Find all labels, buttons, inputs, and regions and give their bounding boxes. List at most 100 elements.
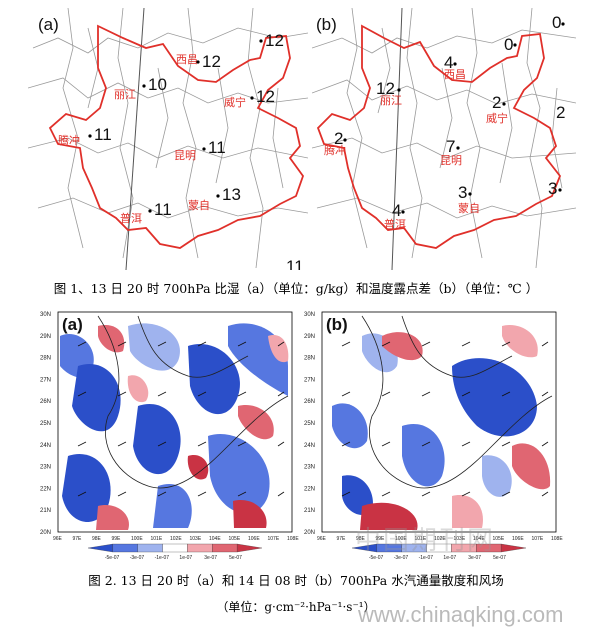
station-name: 普洱 <box>384 217 406 231</box>
station-values: 12 12 10 12 11 11 13 11 11 <box>94 31 304 270</box>
lon-tick-label: 98E <box>356 536 366 542</box>
station-name: 西昌 <box>176 53 198 66</box>
station-value: 13 <box>222 185 241 204</box>
fig1b-map: 西昌 丽江 威宁 腾冲 昆明 蒙自 普洱 0 0 4 12 2 2 2 7 3 … <box>312 8 576 270</box>
lat-tick-label: 23N <box>40 465 51 471</box>
lon-tick-label: 100E <box>131 536 143 542</box>
lat-tick-label: 30N <box>304 312 315 318</box>
lat-tick-label: 26N <box>304 399 315 405</box>
wind-barbs <box>77 341 285 497</box>
colorbar-tick-label: 1e-07 <box>443 555 456 561</box>
colorbar: -5e-07 -3e-07 -1e-07 1e-07 3e-07 5e-07 <box>351 543 527 561</box>
figure-2-caption: 图 2. 13 日 20 时（a）和 14 日 08 时（b）700hPa 水汽… <box>88 573 504 588</box>
lat-axis: 30N 29N 28N 27N 26N 25N 24N 23N 22N 21N 20N <box>40 312 51 536</box>
fig2-panel-b: (b) 30N 29N 28N 27N 26N 25N 24N 23N 22N 21N 20N 96… <box>302 306 564 566</box>
lat-tick-label: 28N <box>40 356 51 362</box>
lat-axis: 30N 29N 28N 27N 26N 25N 24N 23N 22N 21N 20N <box>304 312 315 536</box>
colorbar-tick-label: -3e-07 <box>394 555 409 561</box>
fig2b-plot: (b) 30N 29N 28N 27N 26N 25N 24N 23N 22N 21N 20N 96… <box>304 311 563 561</box>
lon-tick-label: 96E <box>53 536 63 542</box>
colorbar-tick-label: -5e-07 <box>369 555 384 561</box>
colorbar-swatch <box>212 543 238 553</box>
colorbar-swatch <box>500 543 527 553</box>
station-name: 腾冲 <box>58 133 80 147</box>
lon-tick-label: 106E <box>248 536 260 542</box>
fig1-panel-b: 西昌 丽江 威宁 腾冲 昆明 蒙自 普洱 0 0 4 12 2 2 2 7 3 … <box>312 8 576 270</box>
lat-tick-label: 22N <box>40 486 51 492</box>
station-value: 4 <box>392 201 401 220</box>
colorbar-swatch <box>187 543 213 553</box>
colorbar-tick-label: 3e-07 <box>468 555 481 561</box>
colorbar-swatch <box>112 543 138 553</box>
lon-tick-label: 99E <box>376 536 386 542</box>
station-name: 威宁 <box>486 111 508 125</box>
fig2-panel-a: (a) 30N 29N 28N 27N 26N 25N 24N 23N 22N 21N 20N 96… <box>38 306 300 566</box>
station-values: 0 0 4 12 2 2 2 7 3 3 4 <box>334 13 565 220</box>
lon-tick-label: 104E <box>473 536 485 542</box>
station-name: 蒙自 <box>458 202 480 215</box>
lon-tick-label: 107E <box>532 536 544 542</box>
wind-barbs <box>341 341 549 497</box>
station-value: 7 <box>446 137 455 156</box>
lat-tick-label: 22N <box>304 486 315 492</box>
station-name: 西昌 <box>444 68 466 81</box>
station-value: 3 <box>458 183 467 202</box>
station-value: 12 <box>265 31 284 50</box>
panel-label: (a) <box>38 15 59 34</box>
lat-tick-label: 25N <box>40 421 51 427</box>
station-name: 威宁 <box>224 95 246 109</box>
province-boundary <box>48 24 305 249</box>
fig1-panel-a: 西昌 丽江 威宁 腾冲 昆明 蒙自 普洱 12 12 10 12 11 11 1… <box>28 8 308 270</box>
boundary-lines <box>361 315 553 489</box>
lat-tick-label: 23N <box>304 465 315 471</box>
watermark-cn: 中国期刊网 <box>355 526 496 556</box>
lon-tick-label: 99E <box>112 536 122 542</box>
lat-tick-label: 29N <box>304 334 315 340</box>
station-name: 蒙自 <box>188 199 210 212</box>
station-value: 3 <box>548 179 557 198</box>
station-value: 4 <box>444 53 453 72</box>
station-name-labels: 西昌 丽江 威宁 腾冲 昆明 蒙自 普洱 <box>58 53 246 225</box>
lon-tick-label: 103E <box>190 536 202 542</box>
lat-tick-label: 21N <box>40 508 51 514</box>
lat-tick-label: 20N <box>40 530 51 536</box>
divergence-field <box>332 325 551 530</box>
station-value: 10 <box>148 75 167 94</box>
station-name: 昆明 <box>174 149 196 162</box>
station-value: 0 <box>552 13 561 32</box>
colorbar-tick-label: 5e-07 <box>229 555 242 561</box>
colorbar: -5e-07 -3e-07 -1e-07 1e-07 3e-07 5e-07 <box>87 543 263 561</box>
station-value: 2 <box>334 129 343 148</box>
edge-value: 11 <box>286 257 304 270</box>
lon-tick-label: 100E <box>395 536 407 542</box>
station-name: 腾冲 <box>324 143 346 157</box>
lon-tick-label: 98E <box>92 536 102 542</box>
lat-tick-label: 21N <box>304 508 315 514</box>
lon-tick-label: 105E <box>229 536 241 542</box>
lon-axis: 96E 97E 98E 99E 100E 101E 102E 103E 104E 105E 106E… <box>317 536 563 542</box>
province-boundary <box>316 24 562 249</box>
divergence-field <box>60 323 289 530</box>
watermark-url: www.chinaqking.com <box>358 602 564 627</box>
panel-label: (b) <box>316 15 337 34</box>
lon-tick-label: 96E <box>317 536 327 542</box>
station-value: 0 <box>504 35 513 54</box>
colorbar-swatch <box>162 543 188 553</box>
colorbar-tick-label: -5e-07 <box>105 555 120 561</box>
station-dots <box>343 22 565 214</box>
station-name: 丽江 <box>114 88 136 101</box>
lat-tick-label: 25N <box>304 421 315 427</box>
station-name: 丽江 <box>380 94 402 107</box>
colorbar-tick-label: -3e-07 <box>130 555 145 561</box>
lat-tick-label: 28N <box>304 356 315 362</box>
station-value: 12 <box>256 87 275 106</box>
lon-tick-label: 97E <box>73 536 83 542</box>
lat-tick-label: 26N <box>40 399 51 405</box>
colorbar-tick-label: -1e-07 <box>155 555 170 561</box>
fig1a-map: 西昌 丽江 威宁 腾冲 昆明 蒙自 普洱 12 12 10 12 11 11 1… <box>28 8 308 270</box>
lon-tick-label: 97E <box>337 536 347 542</box>
lon-tick-label: 102E <box>170 536 182 542</box>
station-value: 11 <box>154 200 172 219</box>
colorbar-swatch <box>137 543 163 553</box>
lon-tick-label: 106E <box>512 536 524 542</box>
